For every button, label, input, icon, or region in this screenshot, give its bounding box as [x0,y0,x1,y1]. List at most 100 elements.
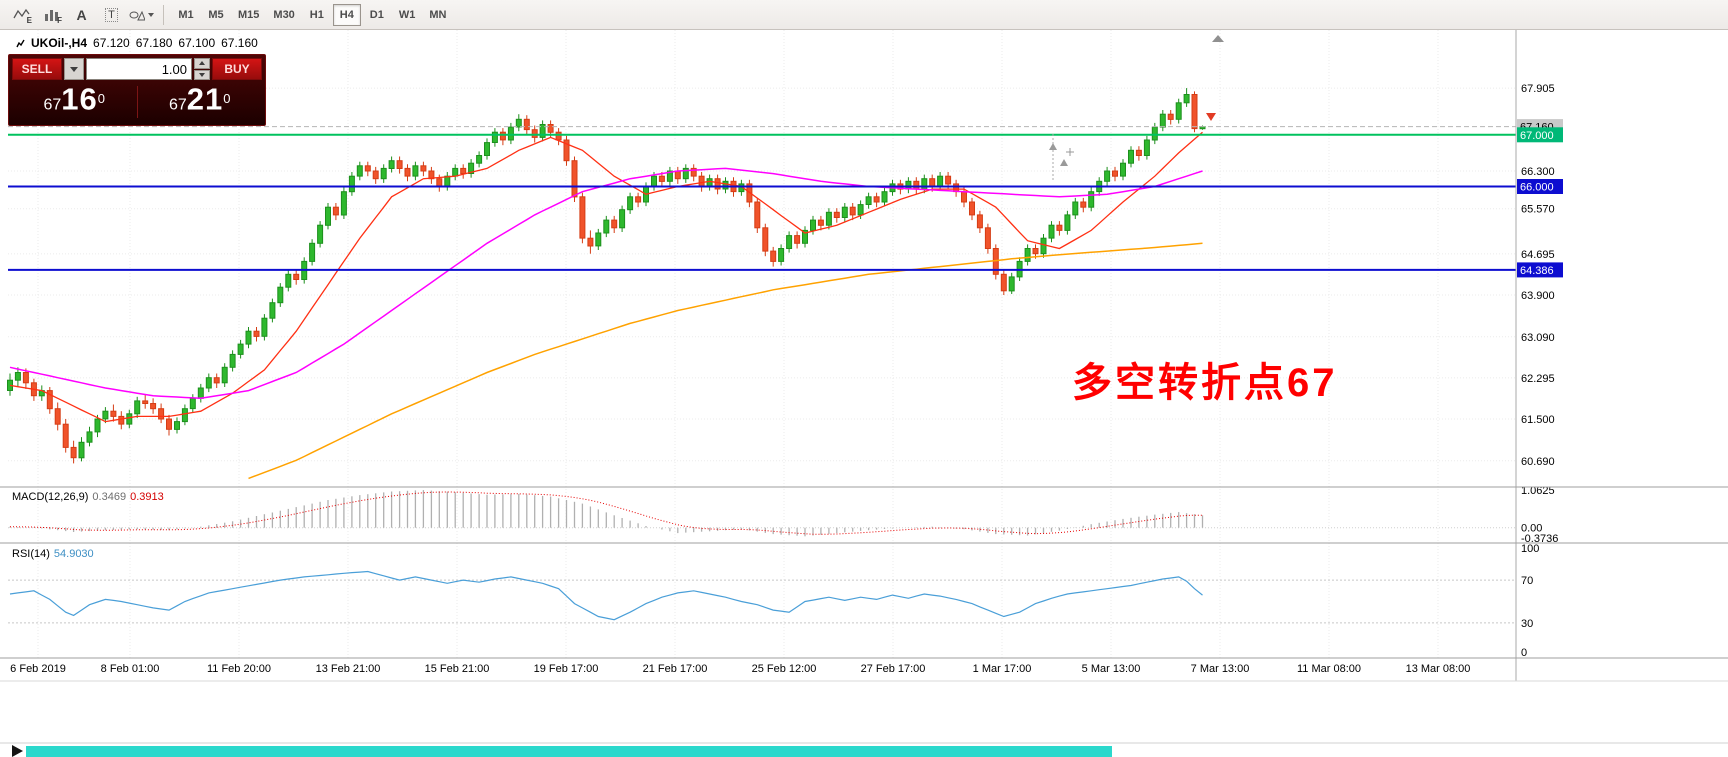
timeframe-button-m5[interactable]: M5 [202,4,230,26]
bid-sup: 0 [97,90,105,106]
timeframe-button-m15[interactable]: M15 [232,4,265,26]
timeframe-button-mn[interactable]: MN [423,4,452,26]
price-tag-64.386 [1517,262,1563,278]
rsi-axis-label: 30 [1521,618,1533,630]
timeframe-button-h1[interactable]: H1 [303,4,331,26]
text-tool-label: A [76,6,87,23]
chart-symbol-header: UKOil-,H4 67.120 67.180 67.100 67.160 [16,36,258,50]
wave-tool-button[interactable]: E [8,3,35,26]
volume-spinner [194,58,210,80]
wave-tool-label: E [26,16,32,25]
price-axis[interactable] [1516,30,1606,658]
price-label: 63.090 [1521,332,1555,344]
chart-icon [16,39,25,47]
time-label: 27 Feb 17:00 [861,663,926,675]
price-label: 67.905 [1521,83,1555,95]
price-label: 62.295 [1521,373,1555,385]
buy-button[interactable]: BUY [212,58,262,80]
bars-icon [44,9,58,21]
top-toolbar: E F A T M1 M5 M15 M30 H1 H4 D1 W1 MN [0,0,1728,30]
price-arrow-icon [1206,113,1216,121]
time-label: 6 Feb 2019 [10,663,66,675]
macd-indicator-label: MACD(12,26,9) 0.3469 0.3913 [12,491,164,503]
macd-histogram [9,490,1204,537]
timeframe-button-h4[interactable]: H4 [332,3,361,26]
price-tag-label: 66.000 [1520,182,1554,194]
time-label: 8 Feb 01:00 [101,663,160,675]
ohlc-low: 67.100 [178,36,216,50]
rsi-indicator-label: RSI(14) 54.9030 [12,548,94,560]
timeframe-button-w1[interactable]: W1 [393,4,422,26]
price-tag-67.000 [1517,127,1563,143]
ohlc-close: 67.160 [221,36,258,50]
price-label: 60.690 [1521,456,1555,468]
timeframes-group: M1 M5 M15 M30 H1 H4 D1 W1 MN [172,3,452,26]
macd-axis-label: 1.0625 [1521,485,1555,497]
price-tag-label: 67.000 [1520,130,1554,142]
sell-button[interactable]: SELL [12,58,62,80]
chart-text-annotation: 多空转折点67 [1072,361,1338,405]
rsi-axis-label: 70 [1521,575,1533,587]
bars-tool-button[interactable]: F [38,3,65,26]
text-tool-button[interactable]: A [68,3,95,26]
macd-signal-value: 0.3913 [130,491,164,503]
ohlc-open: 67.120 [93,36,130,50]
time-label: 7 Mar 13:00 [1191,663,1250,675]
bars-tool-label: F [57,16,62,25]
toolbar-separator [163,4,164,25]
shapes-tool-button[interactable] [128,3,155,26]
macd-axis-label: -0.3736 [1521,533,1558,545]
ask-price[interactable]: 67210 [138,79,263,125]
time-label: 11 Feb 20:00 [207,663,271,675]
time-label: 19 Feb 17:00 [534,663,599,675]
text-label-tool-button[interactable]: T [98,3,125,26]
bid-price[interactable]: 67160 [12,79,137,125]
ask-big: 21 [186,81,224,117]
bid-big: 16 [61,81,98,117]
ask-prefix: 67 [168,96,187,114]
lower-chart-highlight[interactable] [26,746,1112,757]
scroll-end-icon[interactable] [1212,35,1224,42]
time-axis[interactable] [0,658,1516,680]
price-label: 66.300 [1521,166,1555,178]
drawing-tools-group: E F A T [8,3,155,26]
price-label: 63.900 [1521,290,1555,302]
symbol-name: UKOil-,H4 [31,36,88,50]
ask-sup: 0 [223,90,231,106]
price-label: 64.695 [1521,249,1555,261]
price-label: 65.570 [1521,204,1555,216]
timeframe-button-m30[interactable]: M30 [267,4,300,26]
ma-mid-line [9,167,1203,400]
price-label: 61.500 [1521,414,1555,426]
expand-marker-icon[interactable] [12,745,23,757]
macd-signal-line [9,491,1203,535]
bid-prefix: 67 [43,96,62,114]
rsi-axis-label: 100 [1521,543,1539,555]
chevron-down-icon [148,12,154,17]
volume-input[interactable] [86,58,192,80]
text-label-tool-label: T [105,7,118,22]
macd-main-value: 0.3469 [92,491,127,503]
down-arrow-icon [199,72,205,77]
rsi-line [9,570,1203,621]
shapes-icon [129,10,145,20]
spinner-up-button[interactable] [194,58,210,69]
timeframe-button-d1[interactable]: D1 [363,4,391,26]
rsi-axis-label: 0 [1521,647,1527,659]
ohlc-high: 67.180 [135,36,173,50]
volume-dropdown[interactable] [64,58,84,80]
time-label: 1 Mar 17:00 [973,663,1032,675]
trade-markers [1049,134,1074,182]
spinner-down-button[interactable] [194,69,210,80]
macd-name: MACD(12,26,9) [12,491,89,503]
macd-axis-label: 0.00 [1521,523,1542,535]
ma-slow-line [248,242,1203,480]
chevron-down-icon [70,66,78,72]
ma-fast-line [9,131,1203,423]
timeframe-button-m1[interactable]: M1 [172,4,200,26]
time-label: 13 Mar 08:00 [1406,663,1471,675]
rsi-value: 54.9030 [53,548,94,560]
up-arrow-icon [199,61,205,66]
